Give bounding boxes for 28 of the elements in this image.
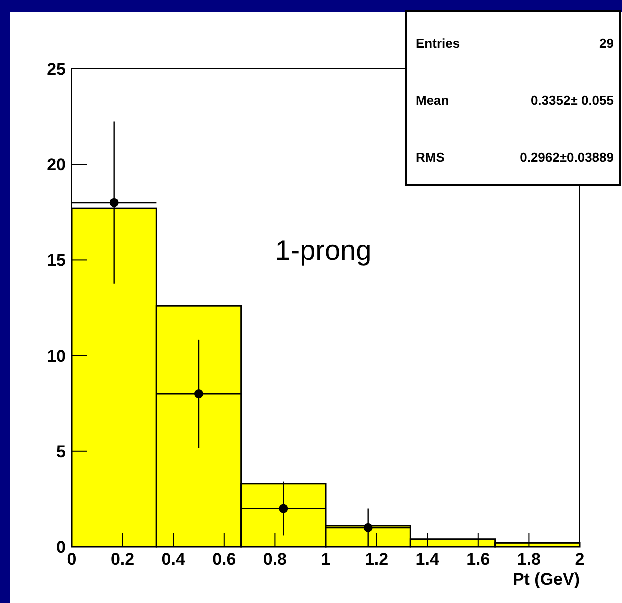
- annotation: Mean: [416, 93, 450, 108]
- y-tick-label: 20: [47, 156, 66, 175]
- y-tick-label: 0: [56, 538, 66, 557]
- text: 29: [600, 36, 614, 51]
- text: Entries: [416, 36, 460, 51]
- x-tick-label: 1: [321, 550, 331, 569]
- point: [110, 198, 119, 208]
- x-tick-label: 0.4: [162, 550, 186, 569]
- y-tick-label: 10: [47, 346, 66, 366]
- x-tick-label: 2: [575, 550, 585, 569]
- point: [279, 504, 288, 514]
- x-tick-label: 1.4: [416, 550, 440, 569]
- y-tick-label: 15: [47, 251, 66, 270]
- x-tick-label: 1.2: [364, 550, 389, 569]
- annotation: 0.2962±0.03889: [520, 150, 614, 165]
- x-axis-title: Pt (GeV): [512, 570, 580, 589]
- annotation: 1-prong: [275, 235, 372, 266]
- x-tick-label: 0.2: [110, 550, 135, 569]
- y-tick-label: 25: [47, 60, 66, 79]
- x-tick-label: 1.6: [466, 550, 490, 569]
- x-tick-label: 0.8: [263, 550, 288, 569]
- point: [364, 523, 373, 532]
- x-tick-label: 0.6: [212, 550, 236, 569]
- point: [194, 390, 204, 399]
- y-tick-label: 5: [56, 442, 66, 462]
- x-tick-label: 1.8: [517, 550, 542, 569]
- annotation: RMS: [416, 150, 446, 165]
- annotation: 0.3352± 0.055: [530, 93, 614, 108]
